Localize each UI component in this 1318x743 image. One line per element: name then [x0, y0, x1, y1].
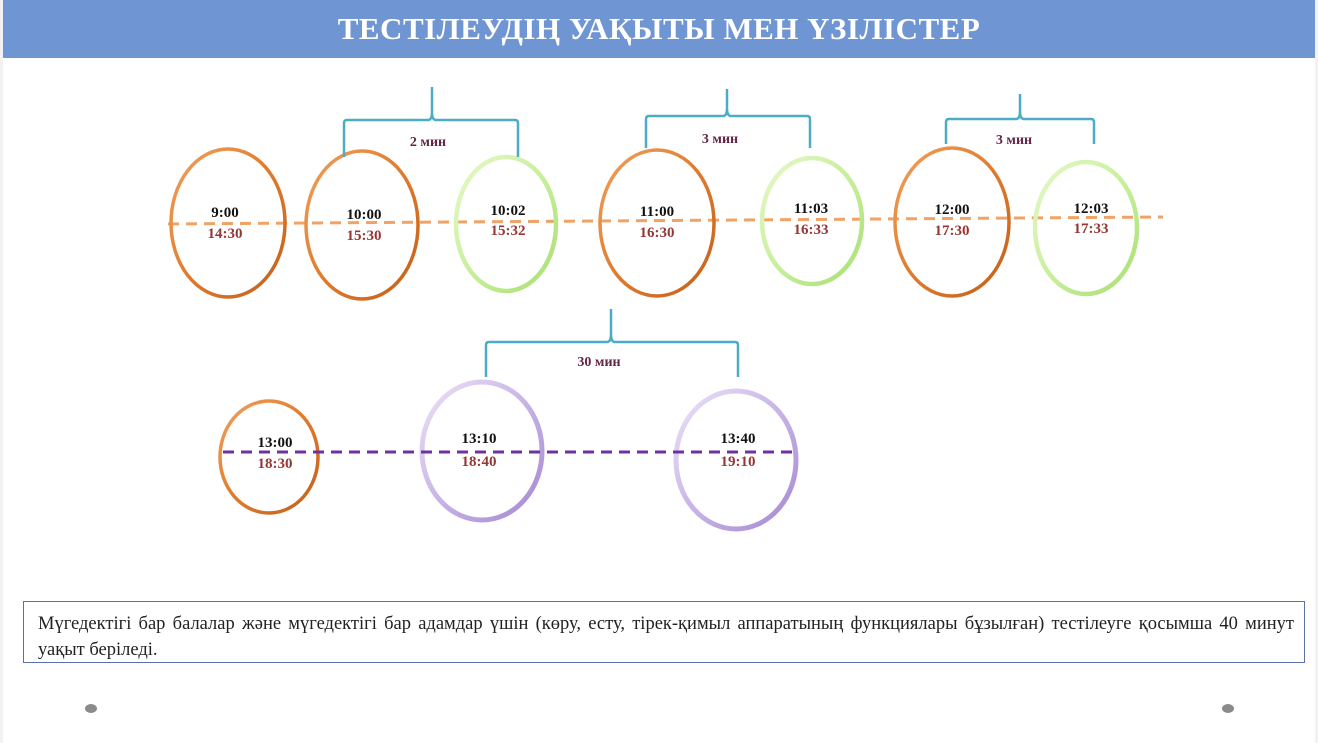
slide-title: ТЕСТІЛЕУДІҢ УАҚЫТЫ МЕН ҮЗІЛІСТЕР [337, 11, 981, 46]
slot-ring-long-break [673, 388, 799, 532]
accessibility-note: Мүгедектігі бар балалар және мүгедектігі… [23, 601, 1305, 663]
nav-dot-right[interactable] [1222, 704, 1234, 713]
slot-time-primary: 13:10 [462, 431, 497, 447]
nav-dot-left[interactable] [85, 704, 97, 713]
slot-time-primary: 11:00 [640, 204, 674, 220]
slot-ring-break [759, 155, 865, 287]
slot-ring-session [304, 149, 420, 301]
slot-ring-break [1032, 159, 1140, 297]
slot-time-primary: 13:40 [721, 431, 756, 447]
slot-time-secondary: 16:33 [794, 222, 829, 238]
slot-ring-session [598, 148, 716, 298]
gap-brace [342, 87, 520, 157]
gap-brace [644, 89, 812, 148]
slot-time-primary: 11:03 [794, 201, 828, 217]
slot-ring-session [218, 399, 320, 515]
title-bar: ТЕСТІЛЕУДІҢ УАҚЫТЫ МЕН ҮЗІЛІСТЕР [3, 0, 1315, 58]
slot-time-secondary: 18:30 [258, 456, 293, 472]
slot-time-primary: 12:00 [935, 202, 970, 218]
gap-label: 30 мин [577, 355, 620, 370]
gap-brace [484, 309, 740, 377]
slot-time-primary: 10:02 [491, 203, 526, 219]
slot-time-secondary: 17:30 [935, 223, 970, 239]
gap-brace [944, 94, 1096, 144]
slot-time-primary: 9:00 [211, 205, 239, 221]
slot-ring-session [169, 147, 287, 299]
slot-time-secondary: 19:10 [721, 454, 756, 470]
slot-ring-break [453, 154, 559, 294]
schedule-diagram: 9:00 14:30 10:00 15:30 10:02 15:32 11:00… [167, 87, 1164, 532]
slot-time-secondary: 14:30 [208, 226, 243, 242]
slot-ring-session [893, 146, 1011, 298]
slot-time-secondary: 16:30 [640, 225, 675, 241]
slot-time-primary: 12:03 [1074, 201, 1109, 217]
gap-label: 3 мин [702, 132, 738, 147]
slide: ТЕСТІЛЕУДІҢ УАҚЫТЫ МЕН ҮЗІЛІСТЕР [3, 0, 1315, 743]
row1-timeline [167, 215, 1164, 226]
slot-time-secondary: 15:32 [491, 223, 526, 239]
slot-time-secondary: 18:40 [462, 454, 497, 470]
gap-label: 3 мин [996, 133, 1032, 148]
slot-time-secondary: 17:33 [1074, 221, 1109, 237]
slot-time-secondary: 15:30 [347, 228, 382, 244]
note-text: Мүгедектігі бар балалар және мүгедектігі… [38, 614, 1294, 660]
slot-time-primary: 13:00 [258, 435, 293, 451]
gap-label: 2 мин [410, 135, 446, 150]
slot-time-primary: 10:00 [347, 207, 382, 223]
